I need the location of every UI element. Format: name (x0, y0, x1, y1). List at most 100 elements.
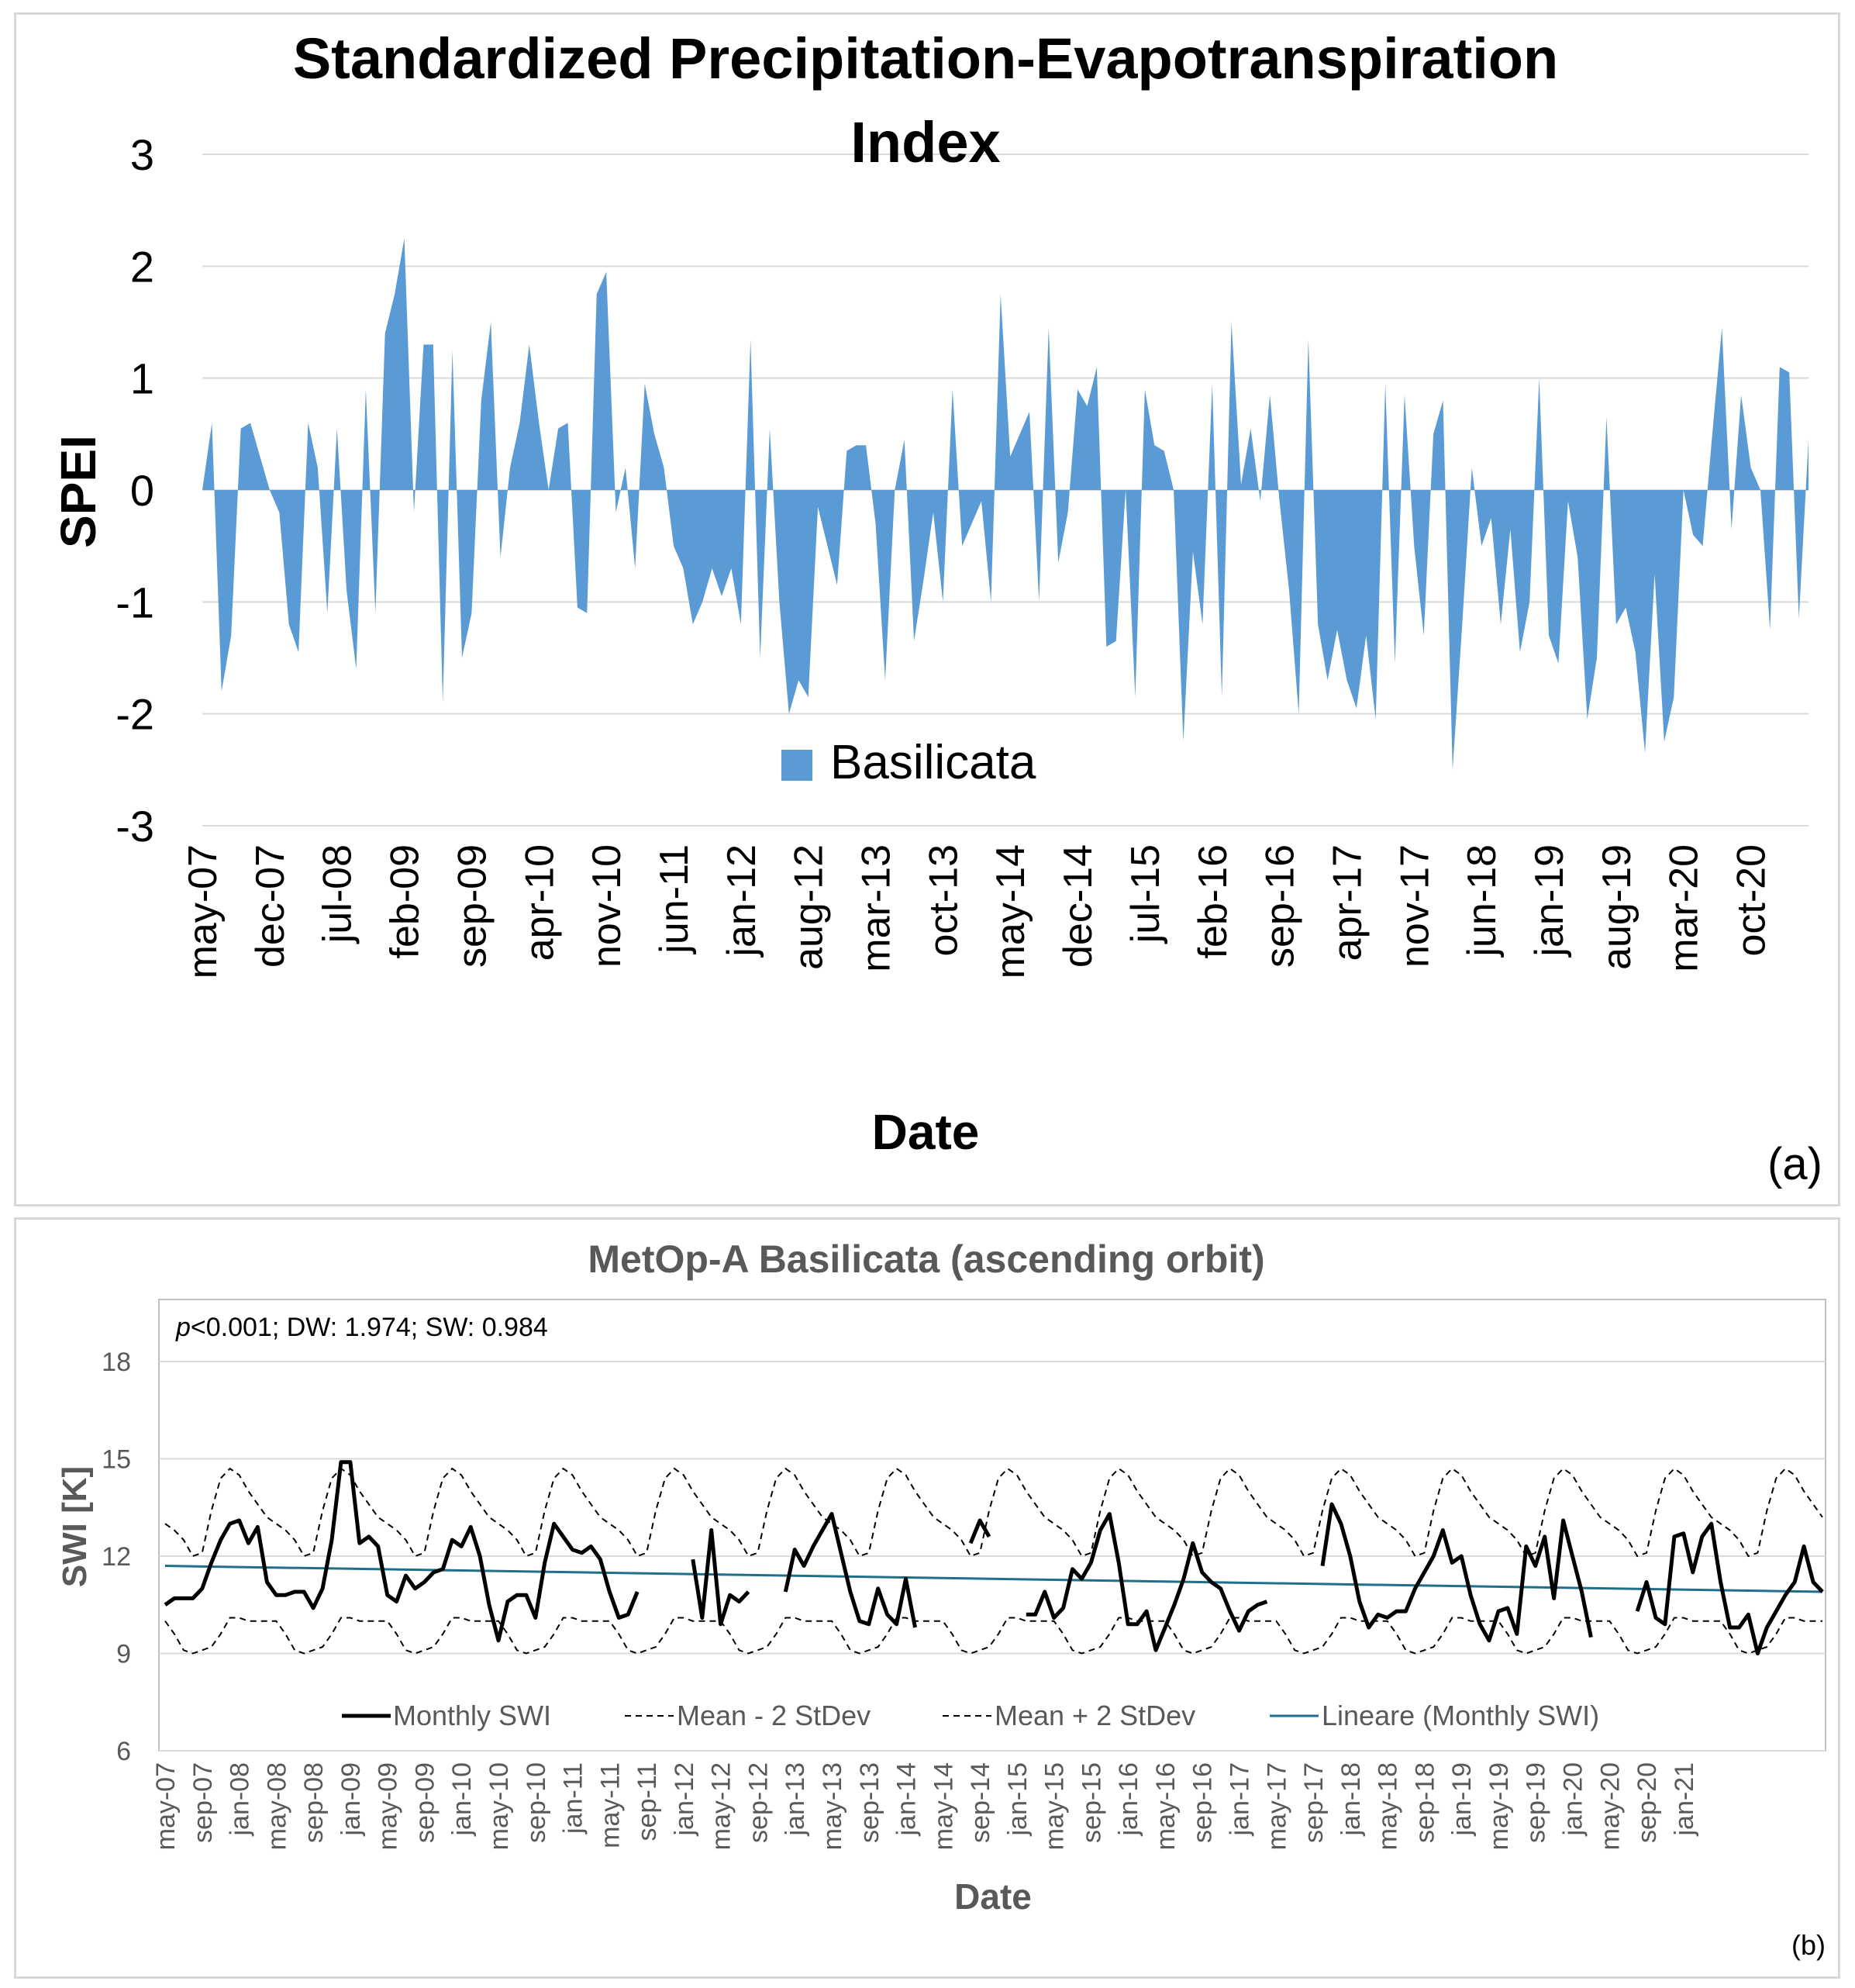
mean-plus-2-stdev-line (164, 1467, 1823, 1558)
chart-title-line-2: Index (850, 110, 1000, 174)
x-tick-label: feb-16 (1191, 844, 1236, 958)
x-tick-label: jun-18 (1460, 844, 1505, 958)
x-tick-label: jan-17 (1226, 1762, 1255, 1837)
y-tick-label: -2 (116, 690, 154, 739)
y-tick-label: 6 (116, 1737, 131, 1766)
x-tick-label: sep-19 (1522, 1762, 1551, 1843)
y-tick-label: 9 (116, 1640, 131, 1669)
x-tick-label: feb-09 (383, 844, 428, 958)
x-tick-label: jan-12 (719, 844, 764, 958)
stats-annotation: p<0.001; DW: 1.974; SW: 0.984 (175, 1313, 548, 1342)
plot-area-frame (158, 1299, 1826, 1752)
spei-x-tick-labels: may-07 dec-07 jul-08 feb-09 sep-09 apr-10 nov-… (181, 844, 1774, 978)
x-tick-label: jan-12 (670, 1762, 699, 1837)
y-tick-label: 0 (130, 466, 154, 515)
x-tick-label: jan-15 (1003, 1762, 1033, 1837)
swi-gridlines (159, 1361, 1826, 1752)
x-tick-label: dec-07 (248, 844, 293, 968)
spei-y-tick-labels: 3 2 1 0 -1 -2 -3 (116, 130, 154, 851)
x-tick-label: jul-08 (315, 844, 360, 944)
x-tick-label: jan-08 (226, 1762, 255, 1837)
chart-title: MetOp-A Basilicata (ascending orbit) (588, 1237, 1264, 1281)
x-tick-label: sep-15 (1077, 1762, 1106, 1843)
x-tick-label: may-13 (818, 1762, 847, 1850)
x-tick-label: dec-14 (1056, 844, 1101, 968)
x-tick-label: mar-13 (854, 844, 899, 972)
x-tick-label: sep-20 (1633, 1762, 1662, 1843)
x-tick-label: may-14 (988, 844, 1033, 978)
x-tick-label: jun-11 (652, 844, 697, 955)
x-tick-label: may-11 (595, 1762, 625, 1848)
y-tick-label: 2 (130, 242, 154, 291)
x-tick-label: sep-16 (1188, 1762, 1218, 1843)
chart-title-line-1: Standardized Precipitation-Evapotranspir… (293, 26, 1558, 91)
x-tick-label: jan-14 (892, 1762, 922, 1837)
x-tick-label: mar-20 (1662, 844, 1707, 972)
y-tick-label: 18 (102, 1348, 131, 1377)
x-axis-label: Date (954, 1876, 1032, 1917)
y-tick-label: 15 (102, 1445, 131, 1475)
x-tick-label: may-19 (1484, 1762, 1514, 1850)
x-tick-label: sep-16 (1258, 844, 1303, 968)
monthly-swi-line (164, 1460, 1824, 1655)
x-tick-label: sep-11 (633, 1762, 662, 1841)
legend-label-monthly-swi: Monthly SWI (393, 1700, 551, 1731)
legend-label-mean-plus-2-stdev: Mean + 2 StDev (995, 1700, 1195, 1731)
x-tick-label: may-15 (1040, 1762, 1070, 1850)
x-tick-label: apr-10 (517, 844, 562, 961)
y-axis-label: SPEI (50, 435, 106, 548)
x-tick-label: apr-17 (1325, 844, 1370, 961)
mean-minus-2-stdev-line (164, 1617, 1822, 1655)
x-tick-label: jan-09 (336, 1762, 366, 1837)
x-tick-label: may-12 (707, 1762, 736, 1850)
legend: Monthly SWI Mean - 2 StDev Mean + 2 StDe… (342, 1700, 1599, 1731)
legend-label-basilicata: Basilicata (830, 736, 1036, 789)
panel-label-b: (b) (1791, 1929, 1826, 1961)
x-tick-label: may-07 (181, 844, 226, 978)
x-tick-label: sep-18 (1410, 1762, 1440, 1843)
x-tick-label: sep-08 (299, 1762, 329, 1843)
x-tick-label: aug-19 (1595, 844, 1640, 970)
x-tick-label: aug-12 (787, 844, 832, 970)
x-tick-label: sep-10 (522, 1762, 551, 1843)
swi-y-tick-labels: 18 15 12 9 6 (102, 1348, 131, 1766)
x-tick-label: oct-20 (1729, 844, 1774, 957)
x-tick-label: may-14 (929, 1762, 958, 1850)
x-tick-label: nov-17 (1392, 844, 1437, 968)
x-tick-label: jan-18 (1336, 1762, 1366, 1837)
swi-chart: MetOp-A Basilicata (ascending orbit) 18 1… (56, 1237, 1826, 1961)
x-tick-label: may-10 (484, 1762, 514, 1850)
y-axis-label: SWI [K] (56, 1466, 94, 1587)
x-tick-label: may-17 (1262, 1762, 1291, 1850)
x-tick-label: jan-19 (1447, 1762, 1477, 1837)
spei-area-basilicata (202, 238, 1808, 770)
x-tick-label: jan-11 (559, 1762, 588, 1834)
x-tick-label: jul-15 (1123, 844, 1168, 944)
x-tick-label: sep-17 (1299, 1762, 1329, 1843)
spei-chart-panel: 3 2 1 0 -1 -2 -3 may-07 dec-07 jul-08 feb-09 sep-0… (14, 12, 1840, 1206)
x-tick-label: jan-20 (1559, 1762, 1588, 1837)
x-tick-label: jan-16 (1114, 1762, 1143, 1837)
spei-chart: 3 2 1 0 -1 -2 -3 may-07 dec-07 jul-08 feb-09 sep-0… (50, 26, 1822, 1189)
x-tick-label: sep-13 (855, 1762, 884, 1843)
x-tick-label: may-20 (1595, 1762, 1625, 1850)
x-tick-label: may-07 (151, 1762, 181, 1850)
x-tick-label: oct-13 (921, 844, 966, 957)
y-tick-label: 1 (130, 354, 154, 403)
legend-swatch-basilicata (781, 750, 812, 781)
x-axis-label: Date (872, 1104, 980, 1160)
x-tick-label: may-09 (374, 1762, 403, 1850)
y-tick-label: 3 (130, 130, 154, 179)
x-tick-label: sep-09 (410, 1762, 440, 1843)
x-tick-label: sep-12 (743, 1762, 773, 1843)
x-tick-label: may-08 (262, 1762, 291, 1850)
swi-chart-panel: MetOp-A Basilicata (ascending orbit) 18 1… (14, 1217, 1840, 1979)
panel-label-a: (a) (1767, 1139, 1822, 1189)
x-tick-label: sep-09 (450, 844, 495, 968)
x-tick-label: jan-19 (1527, 844, 1572, 958)
y-tick-label: -3 (116, 802, 154, 851)
swi-x-tick-labels: may-07 sep-07 jan-08 may-08 sep-08 jan-09 may-… (151, 1762, 1699, 1850)
x-tick-label: sep-07 (188, 1762, 218, 1843)
x-tick-label: sep-14 (966, 1762, 995, 1843)
x-tick-label: nov-10 (584, 844, 629, 968)
